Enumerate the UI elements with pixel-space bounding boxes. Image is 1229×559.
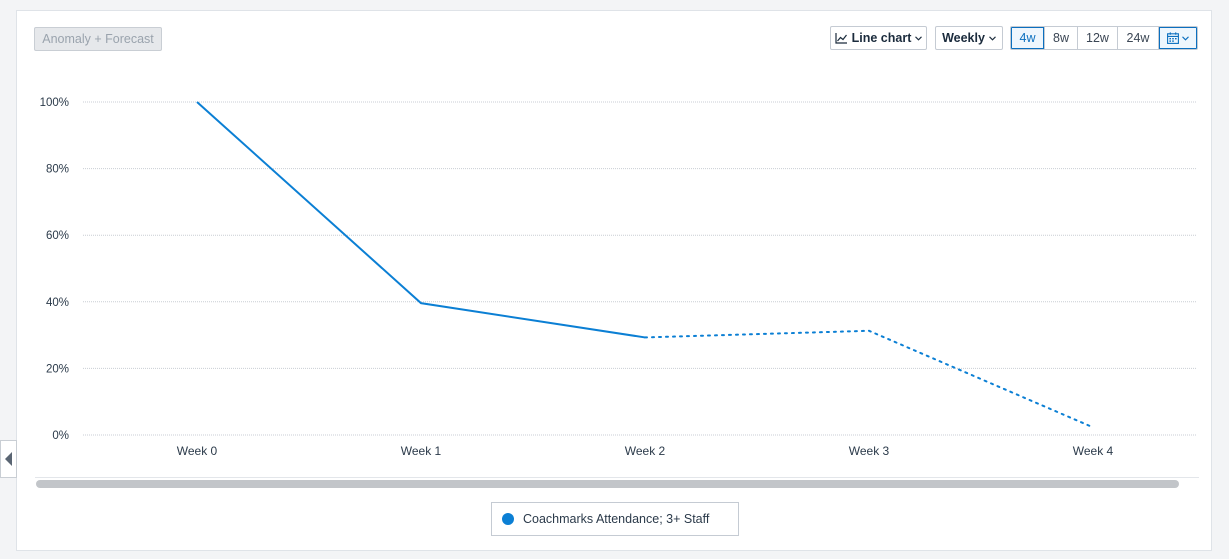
range-24w-button[interactable]: 24w bbox=[1118, 27, 1159, 49]
series-line-incomplete bbox=[644, 329, 1094, 429]
range-12w-button[interactable]: 12w bbox=[1078, 27, 1118, 49]
anomaly-forecast-button[interactable]: Anomaly + Forecast bbox=[34, 27, 162, 51]
chevron-down-icon bbox=[915, 35, 923, 41]
range-24w-label: 24w bbox=[1126, 31, 1150, 45]
legend-dot bbox=[502, 513, 514, 525]
range-4w-label: 4w bbox=[1019, 31, 1036, 45]
chart-panel: Anomaly + Forecast Line chart Weekly 4w … bbox=[16, 10, 1212, 551]
x-tick-label: Week 0 bbox=[177, 444, 218, 458]
chevron-down-icon bbox=[989, 35, 996, 41]
scrollbar-thumb[interactable] bbox=[36, 480, 1179, 488]
interval-label: Weekly bbox=[942, 31, 985, 45]
y-tick-label: 100% bbox=[40, 97, 69, 109]
legend-item[interactable]: Coachmarks Attendance; 3+ Staff bbox=[491, 502, 739, 536]
y-tick-label: 0% bbox=[52, 430, 69, 442]
x-tick-label: Week 2 bbox=[625, 444, 666, 458]
y-tick-label: 80% bbox=[46, 164, 69, 176]
legend-label: Coachmarks Attendance; 3+ Staff bbox=[523, 512, 710, 526]
chevron-down-icon bbox=[1182, 35, 1189, 41]
y-tick-label: 60% bbox=[46, 230, 69, 242]
chart-type-dropdown[interactable]: Line chart bbox=[830, 26, 927, 50]
range-4w-button[interactable]: 4w bbox=[1011, 27, 1045, 49]
scrollbar-track bbox=[35, 477, 1199, 488]
line-chart: 0% 20% 40% 60% 80% 100% Week 0 Week 1 Week 2 Week… bbox=[40, 97, 1197, 458]
calendar-icon bbox=[1167, 32, 1179, 44]
series-line-actual bbox=[196, 101, 646, 339]
caret-left-icon bbox=[4, 452, 12, 466]
anomaly-forecast-label: Anomaly + Forecast bbox=[42, 32, 154, 46]
range-8w-label: 8w bbox=[1053, 31, 1069, 45]
line-chart-icon bbox=[835, 32, 847, 44]
x-tick-label: Week 1 bbox=[401, 444, 442, 458]
x-tick-label: Week 3 bbox=[849, 444, 890, 458]
x-tick-label: Week 4 bbox=[1073, 444, 1114, 458]
y-tick-label: 40% bbox=[46, 297, 69, 309]
range-12w-label: 12w bbox=[1086, 31, 1109, 45]
scroll-left-button[interactable] bbox=[0, 440, 17, 478]
range-selector: 4w 8w 12w 24w bbox=[1010, 26, 1198, 50]
interval-dropdown[interactable]: Weekly bbox=[935, 26, 1003, 50]
date-picker-button[interactable] bbox=[1159, 27, 1197, 49]
chart-type-label: Line chart bbox=[851, 31, 912, 45]
y-tick-label: 20% bbox=[46, 363, 69, 375]
range-8w-button[interactable]: 8w bbox=[1045, 27, 1078, 49]
